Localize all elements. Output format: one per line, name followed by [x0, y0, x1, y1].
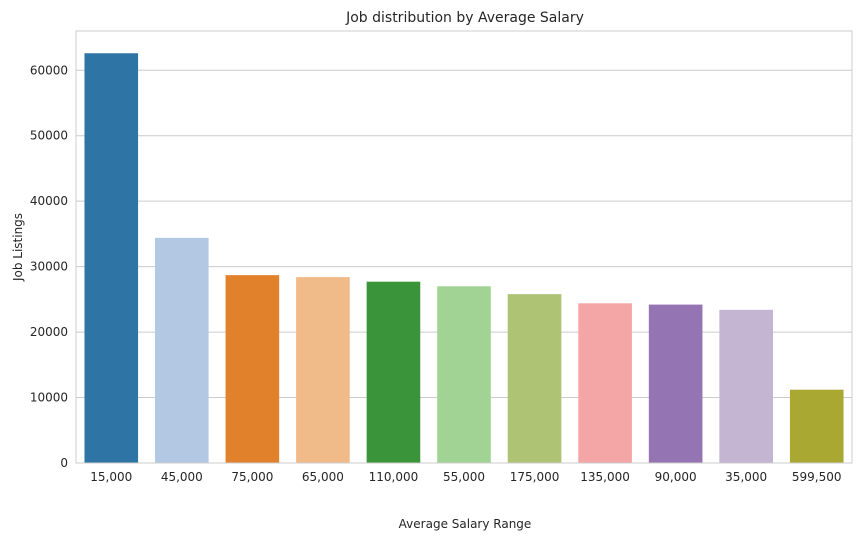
x-tick-label: 15,000 — [90, 470, 132, 484]
x-tick-label: 135,000 — [580, 470, 630, 484]
y-tick-label: 10000 — [30, 391, 68, 405]
y-axis-label: Job Listings — [11, 213, 25, 282]
bar — [437, 286, 491, 463]
bar — [366, 281, 421, 463]
bar — [507, 294, 562, 463]
bar — [155, 237, 209, 463]
x-tick-label: 35,000 — [725, 470, 767, 484]
x-tick-label: 599,500 — [792, 470, 842, 484]
y-tick-label: 60000 — [30, 63, 68, 77]
x-tick-label: 75,000 — [231, 470, 273, 484]
y-tick-label: 40000 — [30, 194, 68, 208]
x-tick-label: 45,000 — [161, 470, 203, 484]
bar — [789, 389, 844, 463]
bar — [225, 275, 280, 463]
x-tick-label: 175,000 — [510, 470, 560, 484]
x-tick-label: 110,000 — [369, 470, 419, 484]
y-axis-ticks: 0 10000 20000 30000 40000 50000 60000 — [30, 63, 68, 470]
x-tick-label: 90,000 — [655, 470, 697, 484]
bar — [578, 303, 632, 463]
bar — [719, 309, 773, 463]
x-axis-label: Average Salary Range — [399, 517, 532, 531]
x-tick-label: 55,000 — [443, 470, 485, 484]
bars — [84, 53, 844, 463]
x-axis-ticks: 15,000 45,000 75,000 65,000 110,000 55,000 175… — [90, 470, 841, 484]
y-tick-label: 30000 — [30, 260, 68, 274]
y-tick-label: 20000 — [30, 325, 68, 339]
x-tick-label: 65,000 — [302, 470, 344, 484]
y-tick-label: 0 — [60, 456, 68, 470]
bar — [648, 304, 703, 463]
chart-title: Job distribution by Average Salary — [345, 10, 584, 26]
bar — [296, 277, 350, 463]
plot-frame — [75, 30, 853, 464]
bar — [84, 53, 139, 463]
y-tick-label: 50000 — [30, 129, 68, 143]
